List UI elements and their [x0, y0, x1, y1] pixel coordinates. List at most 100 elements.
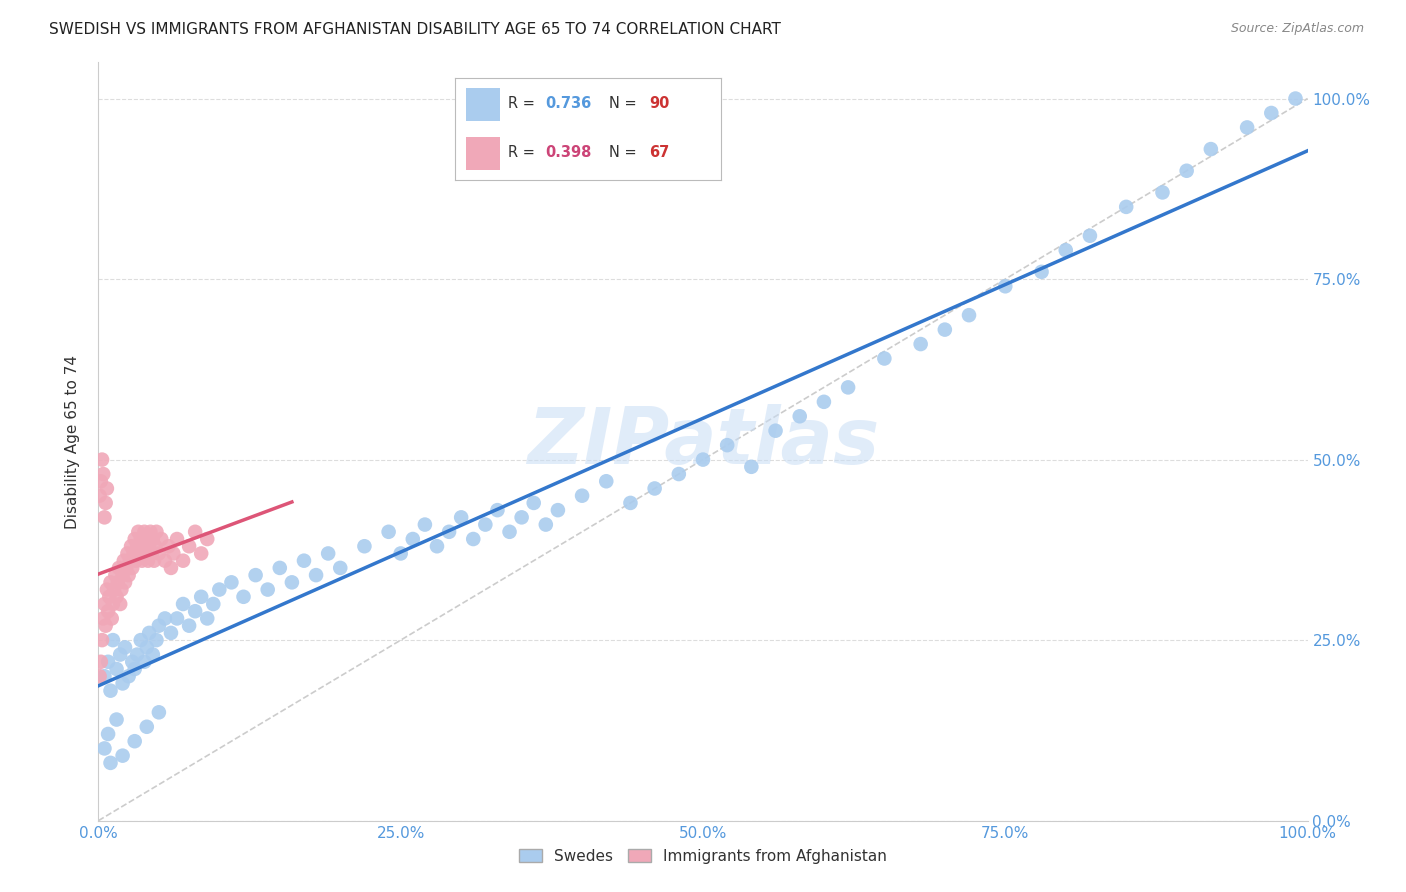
- Swedes: [127, 648, 149, 662]
- Swedes: [1054, 243, 1077, 257]
- Swedes: [910, 337, 932, 351]
- Swedes: [523, 496, 546, 510]
- Immigrants from Afghanistan: [166, 532, 188, 546]
- Swedes: [1115, 200, 1137, 214]
- Immigrants from Afghanistan: [141, 546, 163, 560]
- Immigrants from Afghanistan: [108, 597, 131, 611]
- Immigrants from Afghanistan: [142, 532, 165, 546]
- Immigrants from Afghanistan: [118, 568, 141, 582]
- Swedes: [316, 546, 339, 560]
- Immigrants from Afghanistan: [115, 561, 138, 575]
- Swedes: [740, 459, 762, 474]
- Immigrants from Afghanistan: [128, 546, 150, 560]
- Swedes: [934, 323, 956, 337]
- Immigrants from Afghanistan: [135, 532, 157, 546]
- Immigrants from Afghanistan: [93, 510, 115, 524]
- Swedes: [184, 604, 207, 618]
- Immigrants from Afghanistan: [104, 568, 127, 582]
- Y-axis label: Disability Age 65 to 74: Disability Age 65 to 74: [65, 354, 80, 529]
- Immigrants from Afghanistan: [97, 604, 120, 618]
- Immigrants from Afghanistan: [96, 582, 118, 597]
- Immigrants from Afghanistan: [121, 561, 143, 575]
- Swedes: [305, 568, 328, 582]
- Swedes: [329, 561, 352, 575]
- Swedes: [135, 640, 157, 655]
- Immigrants from Afghanistan: [134, 524, 156, 539]
- Immigrants from Afghanistan: [138, 539, 160, 553]
- Swedes: [957, 308, 980, 322]
- Swedes: [114, 640, 136, 655]
- Text: Source: ZipAtlas.com: Source: ZipAtlas.com: [1230, 22, 1364, 36]
- Swedes: [789, 409, 811, 424]
- Swedes: [644, 482, 666, 496]
- Swedes: [595, 475, 617, 489]
- Swedes: [269, 561, 291, 575]
- Immigrants from Afghanistan: [110, 582, 132, 597]
- Immigrants from Afghanistan: [153, 554, 176, 568]
- Swedes: [97, 655, 120, 669]
- Immigrants from Afghanistan: [90, 475, 112, 489]
- Swedes: [208, 582, 231, 597]
- Immigrants from Afghanistan: [94, 618, 117, 632]
- Swedes: [135, 720, 157, 734]
- Immigrants from Afghanistan: [107, 575, 129, 590]
- Immigrants from Afghanistan: [160, 561, 183, 575]
- Immigrants from Afghanistan: [96, 482, 118, 496]
- Swedes: [813, 394, 835, 409]
- Immigrants from Afghanistan: [100, 575, 122, 590]
- Swedes: [124, 662, 146, 676]
- Swedes: [221, 575, 243, 590]
- Swedes: [256, 582, 278, 597]
- Immigrants from Afghanistan: [157, 539, 180, 553]
- Immigrants from Afghanistan: [89, 669, 111, 683]
- Immigrants from Afghanistan: [143, 554, 166, 568]
- Swedes: [129, 633, 152, 648]
- Immigrants from Afghanistan: [129, 532, 152, 546]
- Immigrants from Afghanistan: [93, 597, 115, 611]
- Immigrants from Afghanistan: [120, 539, 142, 553]
- Swedes: [93, 741, 115, 756]
- Immigrants from Afghanistan: [91, 452, 114, 467]
- Swedes: [111, 748, 134, 763]
- Swedes: [474, 517, 496, 532]
- Immigrants from Afghanistan: [94, 496, 117, 510]
- Swedes: [118, 669, 141, 683]
- Swedes: [124, 734, 146, 748]
- Swedes: [1284, 91, 1306, 105]
- Swedes: [837, 380, 859, 394]
- Swedes: [619, 496, 641, 510]
- Immigrants from Afghanistan: [100, 611, 122, 625]
- Swedes: [100, 756, 122, 770]
- Swedes: [1199, 142, 1222, 156]
- Immigrants from Afghanistan: [91, 611, 114, 625]
- Swedes: [716, 438, 738, 452]
- Immigrants from Afghanistan: [90, 655, 112, 669]
- Swedes: [202, 597, 225, 611]
- Immigrants from Afghanistan: [112, 554, 135, 568]
- Immigrants from Afghanistan: [108, 561, 131, 575]
- Swedes: [105, 713, 128, 727]
- Immigrants from Afghanistan: [131, 554, 153, 568]
- Immigrants from Afghanistan: [91, 467, 114, 481]
- Immigrants from Afghanistan: [150, 532, 173, 546]
- Swedes: [389, 546, 412, 560]
- Immigrants from Afghanistan: [145, 524, 167, 539]
- Swedes: [534, 517, 557, 532]
- Swedes: [1260, 106, 1282, 120]
- Swedes: [232, 590, 254, 604]
- Text: ZIPatlas: ZIPatlas: [527, 403, 879, 480]
- Immigrants from Afghanistan: [101, 597, 124, 611]
- Swedes: [463, 532, 485, 546]
- Immigrants from Afghanistan: [91, 633, 114, 648]
- Swedes: [101, 633, 124, 648]
- Swedes: [413, 517, 436, 532]
- Swedes: [105, 662, 128, 676]
- Swedes: [486, 503, 509, 517]
- Swedes: [873, 351, 896, 366]
- Immigrants from Afghanistan: [127, 539, 149, 553]
- Immigrants from Afghanistan: [103, 582, 125, 597]
- Swedes: [245, 568, 267, 582]
- Swedes: [571, 489, 593, 503]
- Swedes: [97, 727, 120, 741]
- Swedes: [134, 655, 156, 669]
